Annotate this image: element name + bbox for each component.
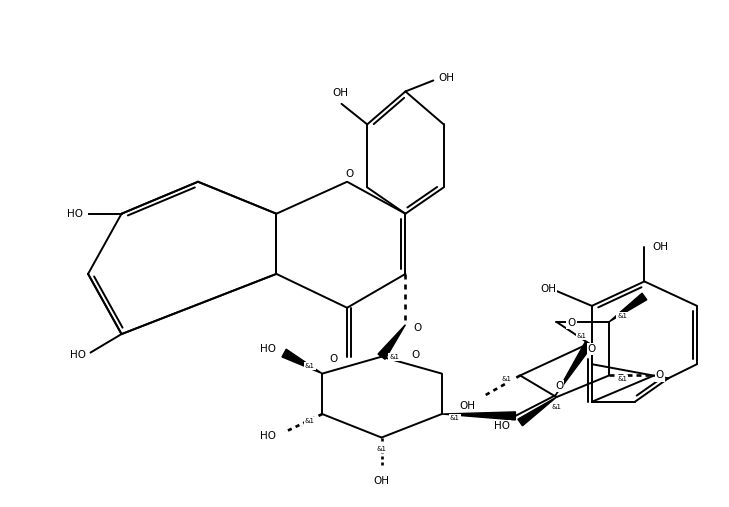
Text: O: O [655,371,664,380]
Text: &1: &1 [617,313,627,319]
Text: OH: OH [332,88,348,98]
Text: &1: &1 [617,376,627,382]
Text: &1: &1 [551,405,561,410]
Text: &1: &1 [502,376,512,382]
Text: OH: OH [459,401,475,411]
Text: HO: HO [66,209,82,219]
Text: HO: HO [494,421,510,431]
Text: O: O [411,350,419,360]
Text: O: O [567,318,575,328]
Text: &1: &1 [377,446,386,452]
Text: HO: HO [260,344,276,354]
Polygon shape [555,341,593,395]
Polygon shape [378,324,405,359]
Text: O: O [588,344,596,354]
Text: OH: OH [439,73,454,83]
Text: O: O [330,354,338,364]
Text: O: O [555,381,564,391]
Polygon shape [518,397,556,426]
Text: &1: &1 [389,354,399,359]
Polygon shape [442,412,515,420]
Text: &1: &1 [305,418,315,424]
Text: O: O [346,169,354,179]
Polygon shape [609,293,647,322]
Text: HO: HO [260,431,276,441]
Text: OH: OH [540,284,556,294]
Text: &1: &1 [450,415,460,421]
Text: &1: &1 [305,363,315,369]
Text: O: O [414,323,422,334]
Text: HO: HO [69,350,85,359]
Text: OH: OH [373,476,389,486]
Text: OH: OH [652,242,668,251]
Polygon shape [282,349,322,374]
Text: &1: &1 [577,333,587,339]
